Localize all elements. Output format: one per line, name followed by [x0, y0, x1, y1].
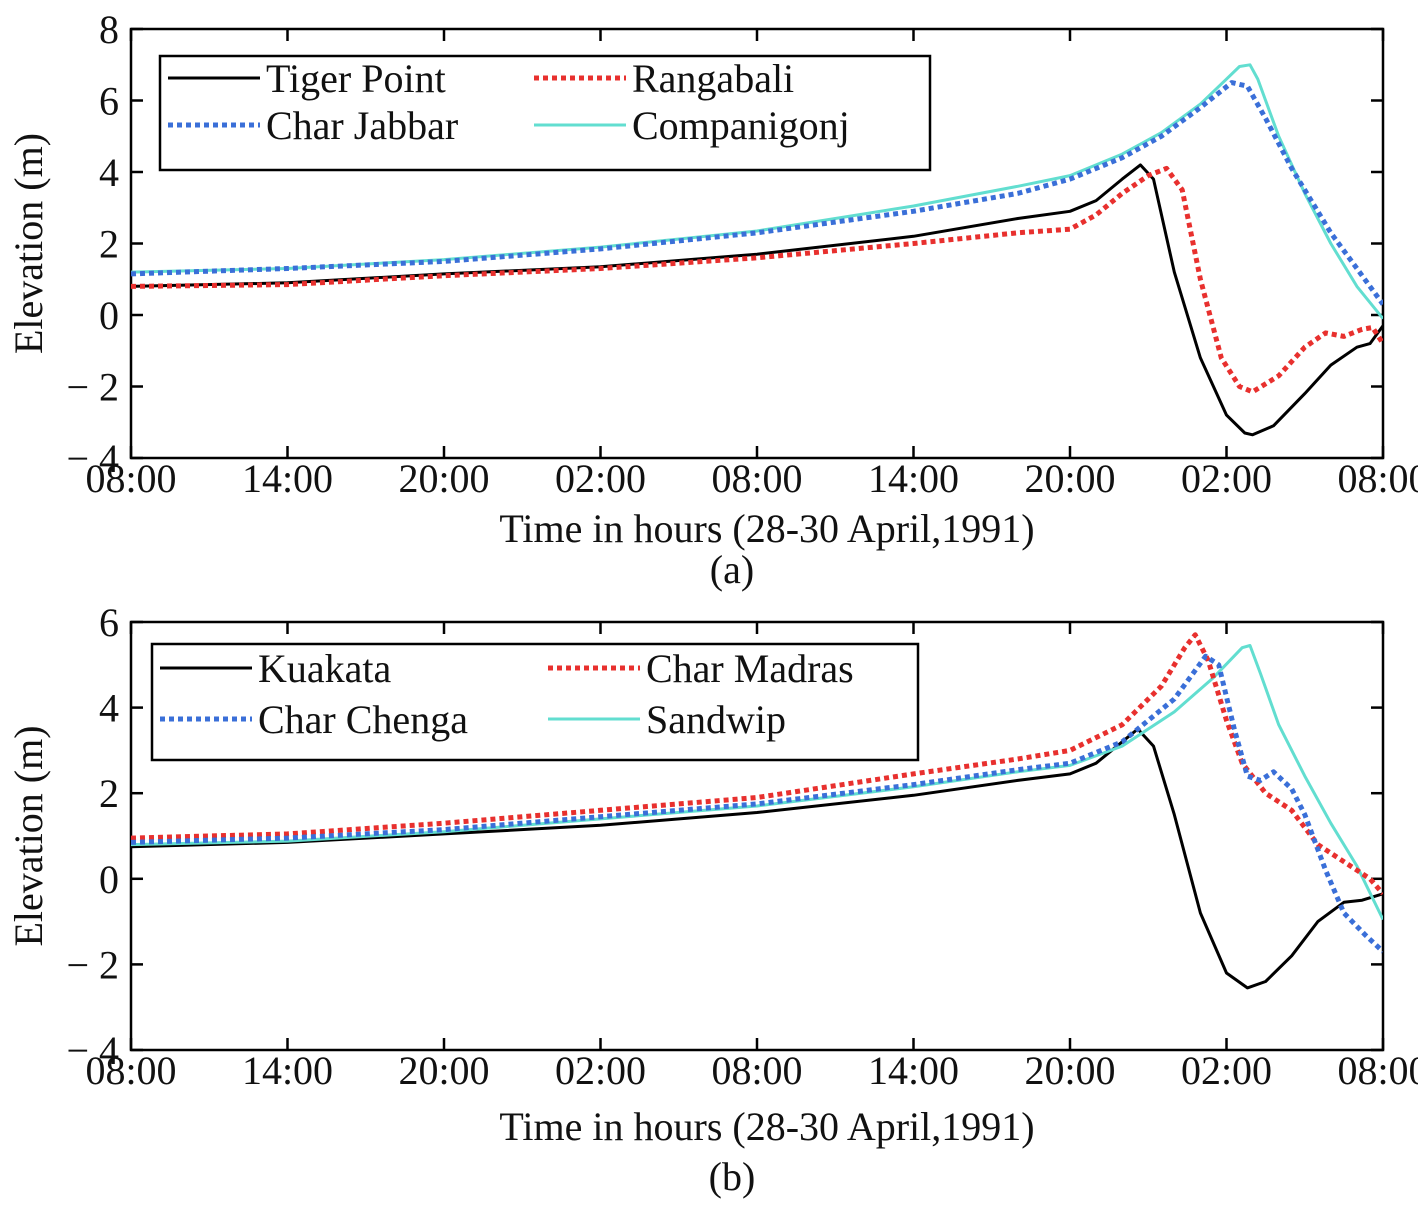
- y-tick-label: 2: [99, 771, 119, 816]
- y-tick-label: − 4: [66, 436, 119, 481]
- legend-label: Kuakata: [258, 646, 392, 691]
- x-axis-label: Time in hours (28-30 April,1991): [499, 506, 1034, 551]
- y-axis-label: Elevation (m): [6, 725, 51, 946]
- x-tick-label: 08:00: [711, 1048, 802, 1093]
- series-line-char-chenga: [131, 653, 1383, 954]
- y-tick-label: 0: [99, 857, 119, 902]
- legend-label: Companigonj: [632, 103, 850, 148]
- y-tick-label: 6: [99, 79, 119, 124]
- x-axis-label: Time in hours (28-30 April,1991): [499, 1104, 1034, 1149]
- y-tick-label: 4: [99, 686, 119, 731]
- y-axis-label: Elevation (m): [6, 133, 51, 354]
- y-tick-label: − 2: [66, 942, 119, 987]
- x-tick-label: 14:00: [242, 1048, 333, 1093]
- x-tick-label: 20:00: [1024, 1048, 1115, 1093]
- legend: Kuakata Char Madras Char Chenga Sandwip: [150, 642, 920, 762]
- x-tick-label: 02:00: [1181, 1048, 1272, 1093]
- legend-box: [150, 642, 920, 762]
- y-tick-label: 8: [99, 7, 119, 52]
- legend: Tiger Point Rangabali Char Jabbar Companigo…: [158, 54, 932, 172]
- legend-label: Rangabali: [632, 56, 794, 101]
- x-tick-label: 14:00: [868, 1048, 959, 1093]
- x-tick-label: 02:00: [555, 456, 646, 501]
- panel-label: (a): [710, 547, 754, 592]
- x-tick-label: 08:00: [85, 456, 176, 501]
- legend-label: Char Madras: [646, 646, 854, 691]
- x-tick-label: 08:00: [85, 1048, 176, 1093]
- y-tick-label: 2: [99, 222, 119, 267]
- x-tick-label: 02:00: [555, 1048, 646, 1093]
- y-tick-label: 6: [99, 600, 119, 645]
- y-tick-label: − 4: [66, 1028, 119, 1073]
- legend-label: Tiger Point: [266, 56, 446, 101]
- x-tick-label: 14:00: [868, 456, 959, 501]
- x-tick-label: 08:00: [711, 456, 802, 501]
- x-tick-label: 20:00: [398, 456, 489, 501]
- y-tick-label: 4: [99, 150, 119, 195]
- chart-panel-b: 08:00 14:00 20:00 02:00 08:00 14:00 20:00 02:00…: [6, 600, 1418, 1199]
- x-tick-label: 08:00: [1337, 456, 1418, 501]
- y-tick-label: − 2: [66, 365, 119, 410]
- series-line-char-jabbar: [131, 80, 1383, 306]
- series-line-kuakata: [131, 727, 1383, 990]
- legend-box: [158, 54, 932, 172]
- panel-label: (b): [709, 1154, 756, 1199]
- legend-label: Char Jabbar: [266, 103, 458, 148]
- x-tick-label: 20:00: [1024, 456, 1115, 501]
- x-tick-label: 20:00: [398, 1048, 489, 1093]
- series-line-tiger-point: [131, 163, 1383, 437]
- chart-panel-a: 08:00 14:00 20:00 02:00 08:00 14:00 20:00 02:00…: [6, 7, 1418, 592]
- y-tick-label: 0: [99, 293, 119, 338]
- legend-label: Sandwip: [646, 697, 786, 742]
- x-tick-label: 08:00: [1337, 1048, 1418, 1093]
- x-tick-label: 02:00: [1181, 456, 1272, 501]
- x-tick-label: 14:00: [242, 456, 333, 501]
- legend-label: Char Chenga: [258, 697, 468, 742]
